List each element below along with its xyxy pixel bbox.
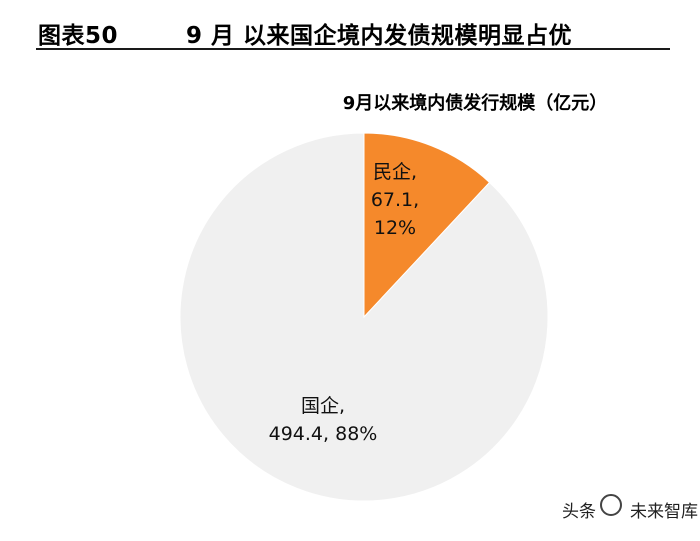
slice-value: 494.4 [268,423,324,445]
slice-label-minqi: 民企, 67.1, 12% [360,158,430,242]
slice-label-guoqi: 国企, 494.4, 88% [268,395,378,445]
pie-slice-guoqi [179,132,549,502]
watermark-logo-icon [600,494,622,516]
chart-title: 9月以来境内债发行规模（亿元） [342,93,608,114]
slice-name: 民企 [372,161,411,183]
figure-title: 9 月 以来国企境内发债规模明显占优 [186,23,573,49]
slice-name: 国企 [300,395,339,417]
slice-value: 67.1 [370,189,414,211]
figure-header: 图表50 9 月 以来国企境内发债规模明显占优 [36,10,670,50]
watermark-name: 未来智库 [630,502,698,522]
pie-slice-minqi [363,132,491,319]
watermark-prefix: 头条 [562,502,596,522]
slice-percent: 12% [373,217,417,239]
figure-number: 图表50 [38,23,119,49]
slice-percent: 88% [335,423,378,445]
